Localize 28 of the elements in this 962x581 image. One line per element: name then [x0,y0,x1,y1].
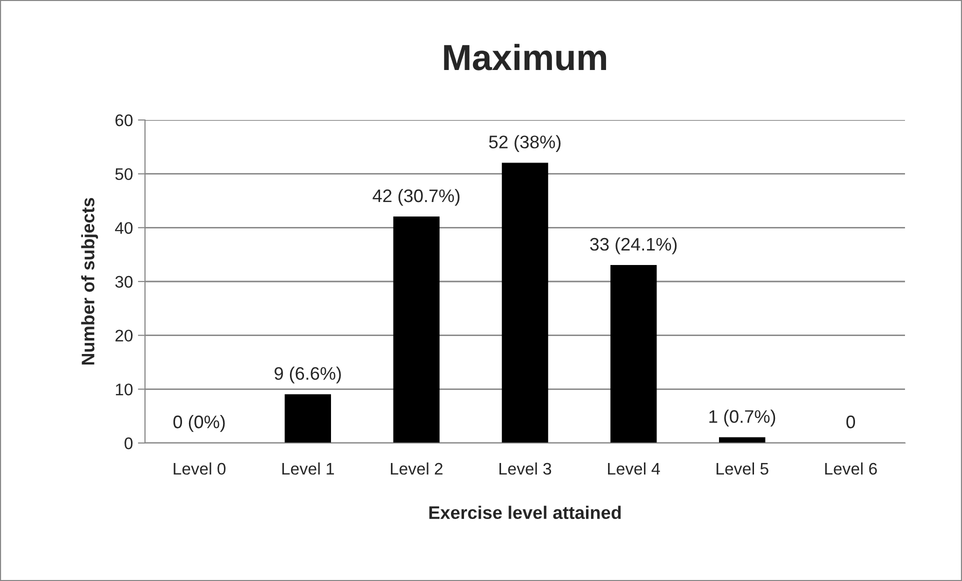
data-label: 0 [846,416,856,428]
y-tick-label: 0 [124,437,133,450]
bar [284,394,332,443]
x-tick-label: Level 3 [499,462,552,475]
y-axis-title: Number of subjects [81,198,98,365]
y-tick-label: 30 [115,276,133,288]
x-tick-label: Level 1 [282,462,334,475]
bar [393,216,440,443]
x-axis-title: Exercise level attained [429,506,621,520]
bar [502,162,548,443]
x-tick-label: Level 5 [716,462,768,475]
data-label: 9 (6.6%) [274,366,341,384]
data-label: 52 (38%) [489,135,561,152]
data-label: 0 (0%) [173,415,225,432]
bar [610,265,657,443]
x-tick-label: Level 2 [390,462,442,475]
x-tick-label: Level 0 [174,462,226,475]
x-tick-label: Level 4 [608,462,660,475]
y-tick-label: 50 [115,168,133,180]
data-label: 1 (0.7%) [709,410,776,426]
y-tick-label: 40 [115,222,133,234]
x-tick-label: Level 6 [825,462,877,475]
y-tick-label: 60 [116,114,133,126]
chart-title: Maximum [444,44,606,70]
data-label: 42 (30.7%) [372,188,460,206]
y-tick-label: 20 [115,330,133,342]
y-tick-label: 10 [116,384,133,396]
data-label: 33 (24.1%) [590,237,677,254]
